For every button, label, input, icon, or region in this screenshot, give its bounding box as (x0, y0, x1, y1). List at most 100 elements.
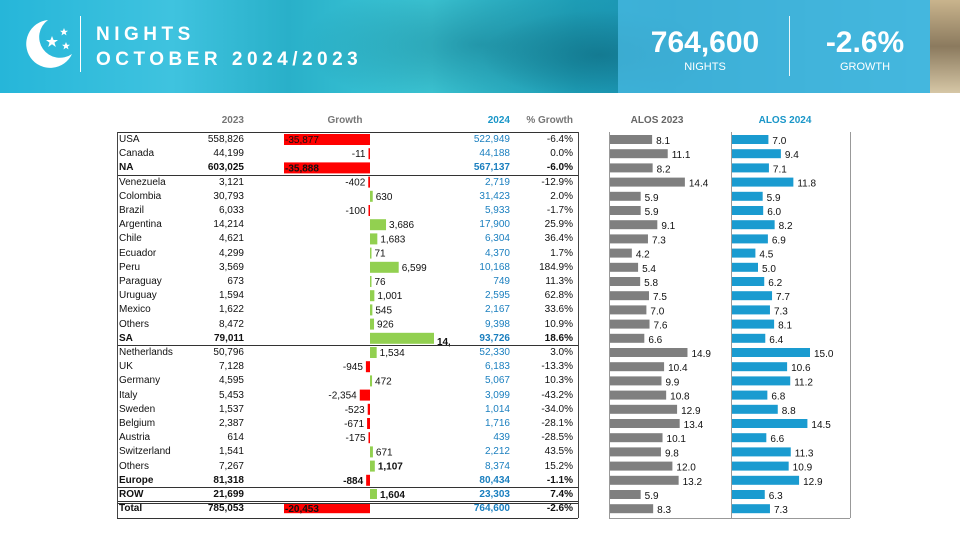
alos-2023-bar (610, 177, 685, 187)
value-2024: 522,949 (473, 134, 510, 145)
value-2023: 50,796 (213, 347, 244, 358)
table-row: Germany 4,595 5,067 10.3% (0, 374, 960, 388)
growth-bar (370, 276, 372, 287)
value-2023: 30,793 (213, 190, 244, 202)
value-2023: 2,387 (218, 418, 244, 429)
table-row: Others 8,472 9,398 10.9% (0, 318, 960, 332)
alos-2024-bar (732, 419, 808, 428)
pct-growth: 15.2% (544, 460, 573, 472)
growth-bar (367, 418, 370, 429)
growth-bar (370, 247, 372, 259)
alos-bottom-rule (609, 518, 850, 520)
growth-data-label: -523 (345, 405, 365, 416)
alos-2024-bar (732, 447, 791, 457)
growth-data-label: 1,107 (378, 462, 403, 473)
growth-bar (370, 290, 375, 302)
pct-growth: -1.7% (546, 205, 573, 216)
alos-2024-label: 9.4 (785, 150, 799, 161)
alos-2023-axis (609, 132, 610, 519)
alos-2024-label: 7.1 (773, 164, 787, 175)
growth-data-label: 6,599 (402, 263, 427, 274)
table-row: NA 603,025 567,137 -6.0% (0, 161, 960, 175)
growth-data-label: 545 (375, 305, 392, 316)
col-header-growth: Growth (327, 115, 363, 126)
section-rule-europe (117, 487, 578, 488)
alos-2023-label: 7.6 (654, 321, 668, 332)
alos-2023-label: 11.1 (672, 150, 691, 161)
growth-data-label: 1,534 (380, 348, 405, 359)
value-2024: 6,183 (484, 361, 510, 373)
alos-2024-bar (732, 135, 769, 144)
alos-2023-label: 12.0 (676, 463, 696, 474)
table-row: Mexico 1,622 2,167 33.6% (0, 303, 960, 317)
table-row: ROW 21,699 23,303 7.4% (0, 488, 960, 502)
growth-data-label: -20,453 (285, 504, 319, 515)
value-2024: 8,374 (484, 460, 510, 472)
section-rule-na (117, 174, 578, 176)
alos-2024-label: 11.8 (797, 179, 816, 190)
row-label: Others (119, 460, 150, 472)
growth-bar (370, 446, 373, 458)
value-2023: 1,541 (218, 446, 244, 458)
value-2023: 1,537 (218, 403, 244, 415)
alos-2023-bar (610, 348, 688, 357)
pct-growth: 25.9% (544, 219, 573, 231)
pct-growth: -6.0% (546, 162, 573, 174)
row-label: Colombia (119, 190, 162, 202)
alos-2023-label: 5.9 (645, 193, 659, 204)
table-row: Netherlands 50,796 52,330 3.0% (0, 346, 960, 360)
alos-2024-label: 10.6 (791, 363, 811, 374)
moon-stars-icon (26, 20, 72, 68)
table-top-rule (117, 132, 578, 133)
pct-growth: -2.6% (546, 503, 573, 515)
table-row: Italy 5,453 3,099 -43.2% (0, 389, 960, 403)
alos-2023-label: 9.9 (665, 377, 679, 388)
pct-growth: -34.0% (541, 403, 573, 415)
alos-2023-bar (610, 291, 649, 301)
alos-2024-bar (732, 475, 800, 485)
value-2024: 439 (493, 432, 510, 444)
value-2023: 1,594 (218, 290, 244, 302)
value-2024: 749 (493, 276, 510, 287)
row-label: Ecuador (119, 247, 157, 259)
table-row: Argentina 14,214 17,900 25.9% (0, 218, 960, 232)
alos-2024-bar (732, 461, 789, 471)
alos-2023-bar (610, 433, 663, 443)
growth-bar (284, 162, 370, 174)
table-row: Sweden 1,537 1,014 -34.0% (0, 403, 960, 417)
value-2024: 6,304 (484, 233, 510, 245)
row-label: Venezuela (119, 176, 166, 188)
alos-2023-label: 14.9 (691, 349, 711, 360)
alos-2023-bar (610, 404, 678, 414)
growth-bar (368, 432, 370, 444)
growth-data-label: 3,686 (389, 220, 414, 231)
alos-2023-label: 9.8 (665, 448, 679, 459)
table-row: Others 7,267 8,374 15.2% (0, 460, 960, 474)
alos-2023-bar (610, 262, 639, 272)
row-label: Mexico (119, 304, 151, 316)
col-header-alos-2024: ALOS 2024 (758, 115, 812, 126)
alos-2023-label: 7.5 (653, 292, 667, 303)
alos-2023-label: 8.1 (656, 136, 670, 147)
value-2023: 7,128 (218, 361, 244, 373)
row-label: Uruguay (119, 290, 157, 302)
alos-2024-label: 6.0 (767, 207, 781, 218)
value-2023: 14,214 (213, 219, 244, 231)
alos-2023-label: 5.4 (642, 264, 656, 275)
table-bottom-rule (117, 518, 578, 520)
table-row: SA 79,011 93,726 18.6% (0, 332, 960, 346)
growth-bar (370, 347, 377, 358)
col-header-pct-growth: % Growth (526, 115, 573, 126)
alos-2023-label: 10.1 (667, 434, 687, 445)
alos-2023-label: 14.4 (689, 179, 709, 190)
alos-2024-label: 8.1 (778, 321, 792, 332)
alos-2023-bar (610, 206, 641, 215)
table-row: Uruguay 1,594 2,595 62.8% (0, 289, 960, 303)
growth-bar (370, 375, 373, 387)
table-row: Belgium 2,387 1,716 -28.1% (0, 417, 960, 431)
table-row: Paraguay 673 749 11.3% (0, 275, 960, 289)
table-row: Venezuela 3,121 2,719 -12.9% (0, 176, 960, 190)
value-2024: 31,423 (479, 190, 510, 202)
alos-2023-bar (610, 220, 658, 230)
growth-data-label: -671 (344, 419, 364, 430)
